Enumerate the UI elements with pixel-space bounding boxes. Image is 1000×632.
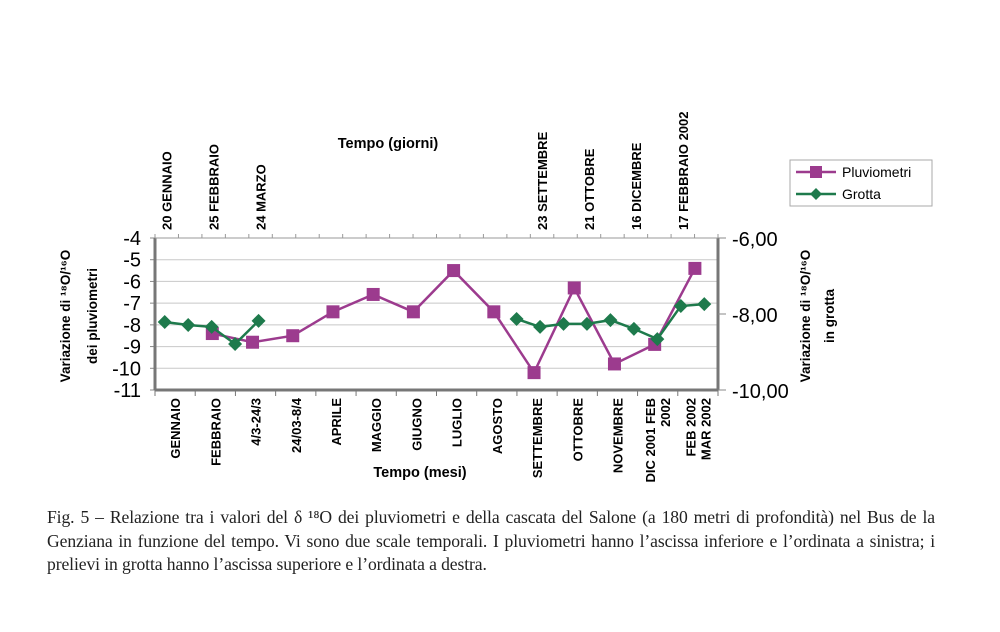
marker-pluviometri: [246, 335, 260, 349]
y-tick-label-left: -11: [114, 380, 141, 402]
x-category-label: MAR 2002: [698, 398, 713, 460]
series-line-pluviometri: [212, 267, 696, 376]
legend-label: Grotta: [842, 186, 881, 202]
marker-grotta: [204, 319, 219, 334]
marker-pluviometri: [447, 264, 461, 278]
marker-grotta: [157, 314, 172, 329]
marker-grotta: [228, 337, 243, 352]
top-axis-label: 20 GENNAIO: [160, 151, 175, 230]
marker-grotta: [603, 313, 618, 328]
x-category-label: MAGGIO: [369, 398, 384, 452]
top-axis-label: 24 MARZO: [254, 164, 269, 230]
y-tick-label-right: -8,00: [732, 305, 778, 327]
y-tick-label-left: -8: [123, 315, 141, 337]
marker-grotta: [626, 321, 641, 336]
top-axis-label: 21 OTTOBRE: [582, 148, 597, 230]
marker-grotta: [673, 299, 688, 314]
marker-pluviometri: [567, 281, 581, 295]
x-category-label: LUGLIO: [450, 398, 465, 447]
x-category-label: DIC 2001 FEB: [643, 398, 658, 483]
marker-grotta: [533, 319, 548, 334]
y-axis-label-right: Variazione di ¹⁸O/¹⁶O: [798, 250, 813, 383]
top-axis-label: 16 DICEMBRE: [629, 142, 644, 230]
figure-caption: Fig. 5 – Relazione tra i valori del δ ¹⁸…: [47, 507, 935, 575]
marker-pluviometri: [406, 305, 420, 319]
x-category-label: FEB 2002: [683, 398, 698, 457]
marker-pluviometri: [487, 305, 501, 319]
top-axis-title: Tempo (giorni): [338, 136, 439, 152]
marker-pluviometri: [366, 287, 380, 301]
marker-grotta: [650, 332, 665, 347]
x-category-label: SETTEMBRE: [530, 398, 545, 479]
marker-pluviometri: [527, 366, 541, 380]
x-category-label: GIUGNO: [409, 398, 424, 451]
y-tick-label-left: -5: [123, 250, 141, 272]
y-axis-label-left: Variazione di ¹⁸O/¹⁶O: [58, 250, 73, 383]
marker-grotta: [509, 311, 524, 326]
y-axis-label-left: dei pluviometri: [85, 268, 100, 364]
marker-pluviometri: [607, 357, 621, 371]
marker-pluviometri: [326, 305, 340, 319]
y-tick-label-left: -7: [123, 293, 141, 315]
y-tick-label-left: -9: [123, 337, 141, 359]
marker-pluviometri: [286, 329, 300, 343]
marker-grotta: [579, 316, 594, 331]
legend-marker-square: [810, 166, 822, 178]
x-category-label: OTTOBRE: [570, 398, 585, 462]
marker-grotta: [556, 316, 571, 331]
x-category-label: 2002: [658, 398, 673, 427]
y-axis-label-right: in grotta: [822, 289, 837, 343]
x-category-label: AGOSTO: [490, 398, 505, 454]
top-axis-label: 17 FEBBRAIO 2002: [676, 112, 691, 231]
y-tick-label-left: -10: [112, 358, 141, 380]
x-category-label: NOVEMBRE: [610, 398, 625, 473]
top-axis-label: 25 FEBBRAIO: [207, 144, 222, 230]
y-tick-label-right: -10,00: [732, 381, 789, 403]
marker-grotta: [697, 297, 712, 312]
marker-pluviometri: [688, 261, 702, 275]
top-axis-label: 23 SETTEMBRE: [535, 131, 550, 230]
x-category-label: 4/3-24/3: [249, 398, 264, 446]
x-category-label: FEBBRAIO: [208, 398, 223, 466]
x-category-label: GENNAIO: [168, 398, 183, 459]
y-tick-label-left: -4: [123, 228, 141, 250]
x-category-label: APRILE: [329, 398, 344, 446]
y-tick-label-left: -6: [123, 271, 141, 293]
marker-grotta: [251, 313, 266, 328]
marker-grotta: [181, 318, 196, 333]
legend-marker-diamond: [810, 188, 822, 200]
legend-label: Pluviometri: [842, 164, 911, 180]
x-category-label: 24/03-8/4: [289, 397, 304, 453]
bottom-axis-title: Tempo (mesi): [373, 465, 466, 481]
y-tick-label-right: -6,00: [732, 229, 778, 251]
